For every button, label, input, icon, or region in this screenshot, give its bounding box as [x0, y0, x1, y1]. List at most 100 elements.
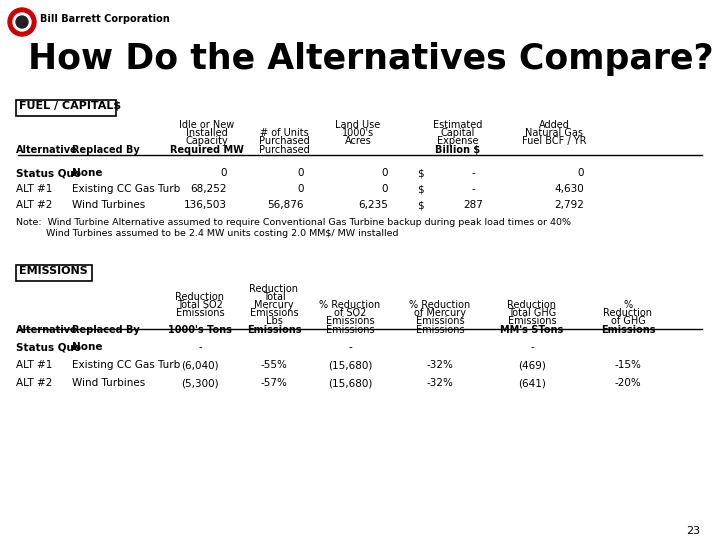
Text: 4,630: 4,630: [554, 184, 584, 194]
Text: -: -: [471, 168, 475, 178]
Text: Estimated: Estimated: [433, 120, 482, 130]
Text: 136,503: 136,503: [184, 200, 227, 210]
Text: Existing CC Gas Turb: Existing CC Gas Turb: [72, 184, 180, 194]
Text: Alternative: Alternative: [16, 325, 78, 335]
Text: 6,235: 6,235: [358, 200, 388, 210]
Text: (5,300): (5,300): [181, 378, 219, 388]
Text: of GHG: of GHG: [611, 316, 645, 326]
Text: 287: 287: [463, 200, 483, 210]
Text: Purchased: Purchased: [258, 136, 310, 146]
Text: Total GHG: Total GHG: [508, 308, 556, 318]
Text: 0: 0: [297, 184, 304, 194]
Text: -32%: -32%: [426, 378, 454, 388]
Text: 0: 0: [382, 168, 388, 178]
Bar: [16, 265, 92, 281]
Text: Alternative: Alternative: [16, 145, 78, 155]
Text: Natural Gas: Natural Gas: [525, 128, 583, 138]
Text: -20%: -20%: [615, 378, 642, 388]
Text: None: None: [72, 342, 102, 352]
Bar: [16, 100, 116, 116]
Text: % Reduction: % Reduction: [410, 300, 471, 310]
Text: 1000's: 1000's: [342, 128, 374, 138]
Text: (641): (641): [518, 378, 546, 388]
Text: Reduction: Reduction: [250, 284, 299, 294]
Text: -: -: [348, 342, 352, 352]
Text: Emissions: Emissions: [508, 316, 557, 326]
Text: Installed: Installed: [186, 128, 228, 138]
Text: Emissions: Emissions: [415, 325, 464, 335]
Circle shape: [16, 16, 28, 28]
Text: 0: 0: [220, 168, 227, 178]
Text: Mercury: Mercury: [254, 300, 294, 310]
Text: # of Units: # of Units: [260, 128, 308, 138]
Text: -32%: -32%: [426, 360, 454, 370]
Text: 68,252: 68,252: [191, 184, 227, 194]
Text: Bill Barrett Corporation: Bill Barrett Corporation: [40, 14, 170, 24]
Text: 56,876: 56,876: [268, 200, 304, 210]
Text: 0: 0: [577, 168, 584, 178]
Text: Expense: Expense: [437, 136, 479, 146]
Text: of SO2: of SO2: [334, 308, 366, 318]
Text: FUEL / CAPITAL$: FUEL / CAPITAL$: [19, 101, 121, 111]
Text: 23: 23: [686, 526, 700, 536]
Text: -55%: -55%: [261, 360, 287, 370]
Text: Idle or New: Idle or New: [179, 120, 235, 130]
Text: Total SO2: Total SO2: [177, 300, 223, 310]
Text: 0: 0: [382, 184, 388, 194]
Circle shape: [8, 8, 36, 36]
Text: (15,680): (15,680): [328, 360, 372, 370]
Text: Required MW: Required MW: [170, 145, 244, 155]
Text: MM's STons: MM's STons: [500, 325, 564, 335]
Text: Capacity: Capacity: [186, 136, 228, 146]
Text: $: $: [417, 168, 423, 178]
Text: Lbs: Lbs: [266, 316, 282, 326]
Text: ALT #2: ALT #2: [16, 200, 53, 210]
Text: 0: 0: [297, 168, 304, 178]
Text: Note:  Wind Turbine Alternative assumed to require Conventional Gas Turbine back: Note: Wind Turbine Alternative assumed t…: [16, 218, 571, 227]
Text: Purchased: Purchased: [258, 145, 310, 155]
Text: Total: Total: [263, 292, 285, 302]
Text: Emissions: Emissions: [325, 325, 374, 335]
Text: Reduction: Reduction: [176, 292, 225, 302]
Text: Fuel BCF / YR: Fuel BCF / YR: [522, 136, 586, 146]
Text: -: -: [198, 342, 202, 352]
Text: -: -: [471, 184, 475, 194]
Text: (469): (469): [518, 360, 546, 370]
Text: of Mercury: of Mercury: [414, 308, 466, 318]
Text: Emissions: Emissions: [325, 316, 374, 326]
Text: Status Quo: Status Quo: [16, 342, 81, 352]
Text: Reduction: Reduction: [603, 308, 652, 318]
Text: Existing CC Gas Turb: Existing CC Gas Turb: [72, 360, 180, 370]
Text: Wind Turbines: Wind Turbines: [72, 378, 145, 388]
Text: $: $: [417, 200, 423, 210]
Text: -15%: -15%: [615, 360, 642, 370]
Text: -: -: [530, 342, 534, 352]
Text: Emissions: Emissions: [250, 308, 298, 318]
Text: ALT #1: ALT #1: [16, 184, 53, 194]
Text: Emissions: Emissions: [600, 325, 655, 335]
Circle shape: [13, 13, 31, 31]
Text: Emissions: Emissions: [176, 308, 225, 318]
Text: EMISSIONS: EMISSIONS: [19, 266, 88, 276]
Text: Replaced By: Replaced By: [72, 325, 140, 335]
Text: Capital: Capital: [441, 128, 475, 138]
Text: How Do the Alternatives Compare?: How Do the Alternatives Compare?: [28, 42, 714, 76]
Text: Wind Turbines assumed to be 2.4 MW units costing 2.0 MM$/ MW installed: Wind Turbines assumed to be 2.4 MW units…: [16, 229, 398, 238]
Text: Added: Added: [539, 120, 570, 130]
Text: Acres: Acres: [345, 136, 372, 146]
Text: (6,040): (6,040): [181, 360, 219, 370]
Text: (15,680): (15,680): [328, 378, 372, 388]
Text: Reduction: Reduction: [508, 300, 557, 310]
Text: ALT #1: ALT #1: [16, 360, 53, 370]
Text: $: $: [417, 184, 423, 194]
Text: 1000's Tons: 1000's Tons: [168, 325, 232, 335]
Text: Billion $: Billion $: [436, 145, 480, 155]
Text: Emissions: Emissions: [247, 325, 301, 335]
Text: 2,792: 2,792: [554, 200, 584, 210]
Text: Wind Turbines: Wind Turbines: [72, 200, 145, 210]
Text: Emissions: Emissions: [415, 316, 464, 326]
Text: -57%: -57%: [261, 378, 287, 388]
Text: None: None: [72, 168, 102, 178]
Text: Land Use: Land Use: [336, 120, 381, 130]
Text: Replaced By: Replaced By: [72, 145, 140, 155]
